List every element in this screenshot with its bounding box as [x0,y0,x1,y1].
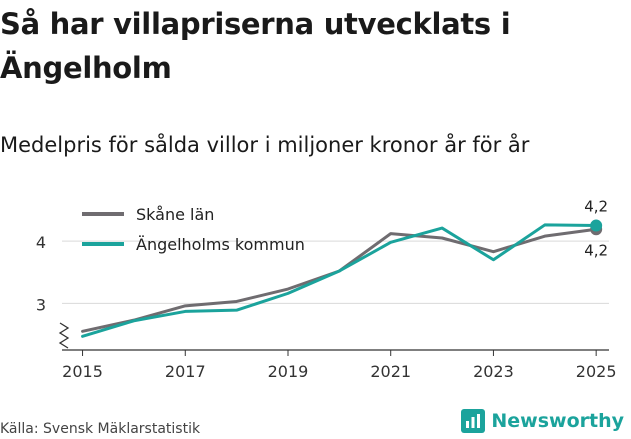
y-tick-label: 3 [36,295,46,314]
brand-name: Newsworthy [491,410,624,432]
x-tick-label: 2025 [576,362,617,381]
series-line-1 [81,223,598,338]
newsworthy-icon [461,409,486,433]
y-tick-label: 4 [36,233,46,252]
line-chart: 3 4 2015 2017 2019 2021 2023 2025 4,2 4,2 Skåne lä… [36,198,617,381]
newsworthy-logo[interactable]: Newsworthy [461,409,624,433]
x-tick-label: 2019 [268,362,309,381]
legend-label-0: Skåne län [136,205,214,224]
x-tick-label: 2017 [165,362,206,381]
x-tick-label: 2023 [473,362,514,381]
end-value-label-0: 4,2 [584,241,608,259]
axis-break-icon [58,322,70,349]
chart-title: Så har villapriserna utvecklats i Ängelh… [0,7,511,85]
end-value-label-1: 4,2 [584,198,608,216]
x-tick-label: 2015 [62,362,103,381]
end-marker-1 [590,219,603,232]
chart-subtitle: Medelpris för sålda villor i miljoner kr… [0,133,530,157]
x-tick-label: 2021 [370,362,411,381]
legend-label-1: Ängelholms kommun [136,235,305,254]
source-note: Källa: Svensk Mäklarstatistik [0,421,201,437]
